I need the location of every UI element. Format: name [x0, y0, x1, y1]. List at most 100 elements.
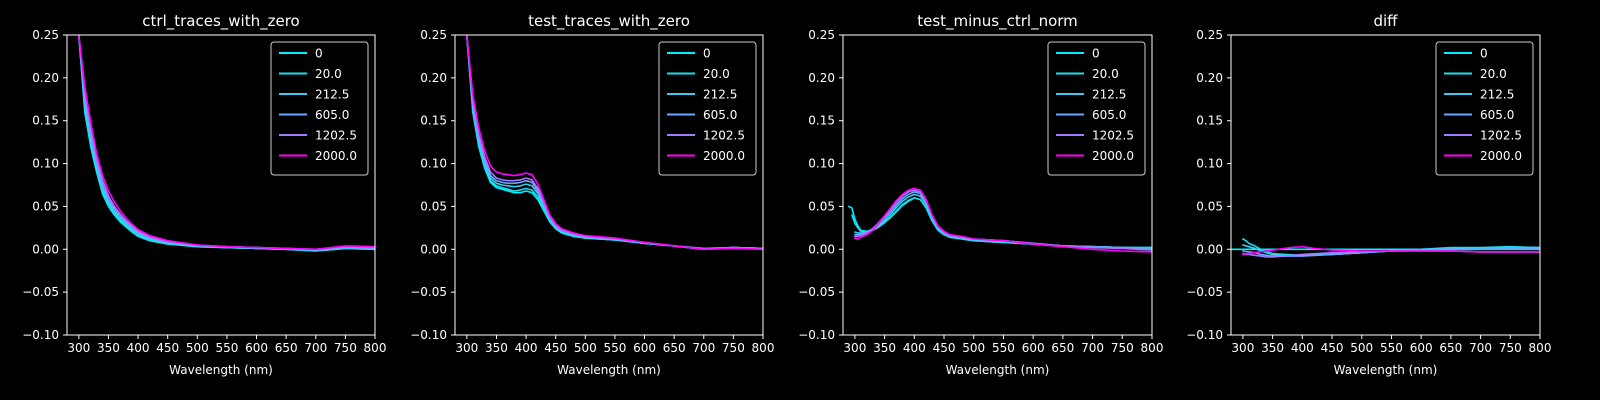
x-tick-label: 450 — [1321, 341, 1344, 355]
legend-label: 0 — [315, 47, 323, 61]
x-axis-label: Wavelength (nm) — [557, 363, 661, 377]
legend-label: 605.0 — [703, 108, 737, 122]
legend-label: 212.5 — [315, 88, 349, 102]
x-tick-label: 350 — [1261, 341, 1284, 355]
series-line-605.0 — [1242, 247, 1540, 257]
legend-label: 605.0 — [1092, 108, 1126, 122]
y-tick-label: 0.20 — [1196, 71, 1223, 85]
y-tick-label: 0.20 — [420, 71, 447, 85]
legend: 0 20.0 212.5 605.0 1202.5 2000.0 — [658, 41, 757, 176]
series-line-2000.0 — [854, 187, 1152, 253]
y-tick-label: −0.05 — [798, 285, 835, 299]
x-tick-label: 750 — [1111, 341, 1134, 355]
legend-box — [270, 41, 369, 176]
legend-label: 1202.5 — [1092, 129, 1134, 143]
x-tick-label: 550 — [215, 341, 238, 355]
x-tick-label: 500 — [186, 341, 209, 355]
x-tick-label: 450 — [544, 341, 567, 355]
legend-label: 1202.5 — [315, 129, 357, 143]
y-tick-label: −0.10 — [410, 328, 447, 342]
legend-label: 0 — [1480, 47, 1488, 61]
y-tick-label: 0.15 — [808, 114, 835, 128]
chart-title: test_traces_with_zero — [528, 12, 690, 31]
chart-title: ctrl_traces_with_zero — [142, 12, 299, 31]
y-tick-label: −0.10 — [22, 328, 59, 342]
y-tick-label: 0.05 — [420, 199, 447, 213]
plot-frame — [842, 34, 1153, 336]
x-tick-label: 600 — [1410, 341, 1433, 355]
plot-frame — [454, 34, 764, 336]
x-tick-label: 600 — [633, 341, 656, 355]
chart-panel-1: test_traces_with_zero 300 350 400 450 500 550 6… — [410, 12, 774, 377]
y-tick-label: 0.15 — [1196, 114, 1223, 128]
y-tick-label: 0.10 — [420, 157, 447, 171]
y-tick-label: 0.15 — [32, 114, 59, 128]
legend-label: 20.0 — [1092, 67, 1119, 81]
legend-label: 2000.0 — [1480, 149, 1522, 163]
y-tick-label: 0.05 — [808, 199, 835, 213]
x-tick-label: 650 — [663, 341, 686, 355]
y-tick-label: 0.00 — [808, 242, 835, 256]
legend-label: 212.5 — [1092, 88, 1126, 102]
x-tick-label: 500 — [1350, 341, 1373, 355]
x-tick-label: 400 — [515, 341, 538, 355]
chart-panel-2: test_minus_ctrl_norm 300 350 400 450 500 550 60… — [798, 12, 1163, 377]
legend-label: 2000.0 — [703, 149, 745, 163]
y-tick-label: 0.25 — [808, 28, 835, 42]
x-tick-label: 750 — [722, 341, 745, 355]
legend-label: 605.0 — [1480, 108, 1514, 122]
y-tick-label: 0.10 — [808, 157, 835, 171]
series-lines — [848, 187, 1152, 253]
x-tick-label: 800 — [1141, 341, 1164, 355]
x-tick-label: 400 — [1291, 341, 1314, 355]
legend-label: 605.0 — [315, 108, 349, 122]
x-tick-label: 350 — [485, 341, 508, 355]
y-tick-label: −0.05 — [410, 285, 447, 299]
legend-label: 212.5 — [703, 88, 737, 102]
y-tick-label: 0.25 — [1196, 28, 1223, 42]
x-tick-label: 550 — [603, 341, 626, 355]
x-tick-label: 750 — [1499, 341, 1522, 355]
x-tick-label: 700 — [692, 341, 715, 355]
x-tick-label: 400 — [127, 341, 150, 355]
x-tick-label: 700 — [1081, 341, 1104, 355]
legend-box — [658, 41, 757, 176]
legend-label: 2000.0 — [315, 149, 357, 163]
y-tick-label: 0.00 — [1196, 242, 1223, 256]
y-tick-label: −0.10 — [798, 328, 835, 342]
legend-label: 2000.0 — [1092, 149, 1134, 163]
legend-label: 1202.5 — [703, 129, 745, 143]
y-tick-label: 0.00 — [420, 242, 447, 256]
y-tick-label: 0.00 — [32, 242, 59, 256]
chart-title: test_minus_ctrl_norm — [917, 12, 1078, 31]
y-tick-label: 0.20 — [32, 71, 59, 85]
y-tick-label: −0.05 — [1186, 285, 1223, 299]
series-line-2000.0 — [465, 35, 763, 251]
x-tick-label: 350 — [97, 341, 120, 355]
x-tick-label: 300 — [67, 341, 90, 355]
series-line-2000.0 — [1242, 245, 1540, 256]
legend: 0 20.0 212.5 605.0 1202.5 2000.0 — [1435, 41, 1534, 176]
x-tick-label: 650 — [1051, 341, 1074, 355]
x-tick-label: 800 — [1529, 341, 1552, 355]
series-lines — [1231, 238, 1540, 258]
series-line-212.5 — [465, 35, 763, 251]
plot-frame — [1230, 34, 1541, 336]
legend-label: 20.0 — [703, 67, 730, 81]
x-tick-label: 750 — [334, 341, 357, 355]
legend-label: 0 — [703, 47, 711, 61]
x-tick-label: 400 — [903, 341, 926, 355]
y-tick-label: 0.20 — [808, 71, 835, 85]
y-tick-label: 0.25 — [420, 28, 447, 42]
series-line-2000.0 — [78, 35, 375, 251]
y-tick-label: 0.25 — [32, 28, 59, 42]
x-tick-label: 600 — [245, 341, 268, 355]
chart-title: diff — [1373, 12, 1398, 30]
y-tick-label: −0.05 — [22, 285, 59, 299]
x-tick-label: 500 — [574, 341, 597, 355]
x-tick-label: 700 — [1469, 341, 1492, 355]
x-tick-label: 450 — [156, 341, 179, 355]
x-tick-label: 800 — [752, 341, 775, 355]
legend-label: 20.0 — [315, 67, 342, 81]
legend-box — [1435, 41, 1534, 176]
